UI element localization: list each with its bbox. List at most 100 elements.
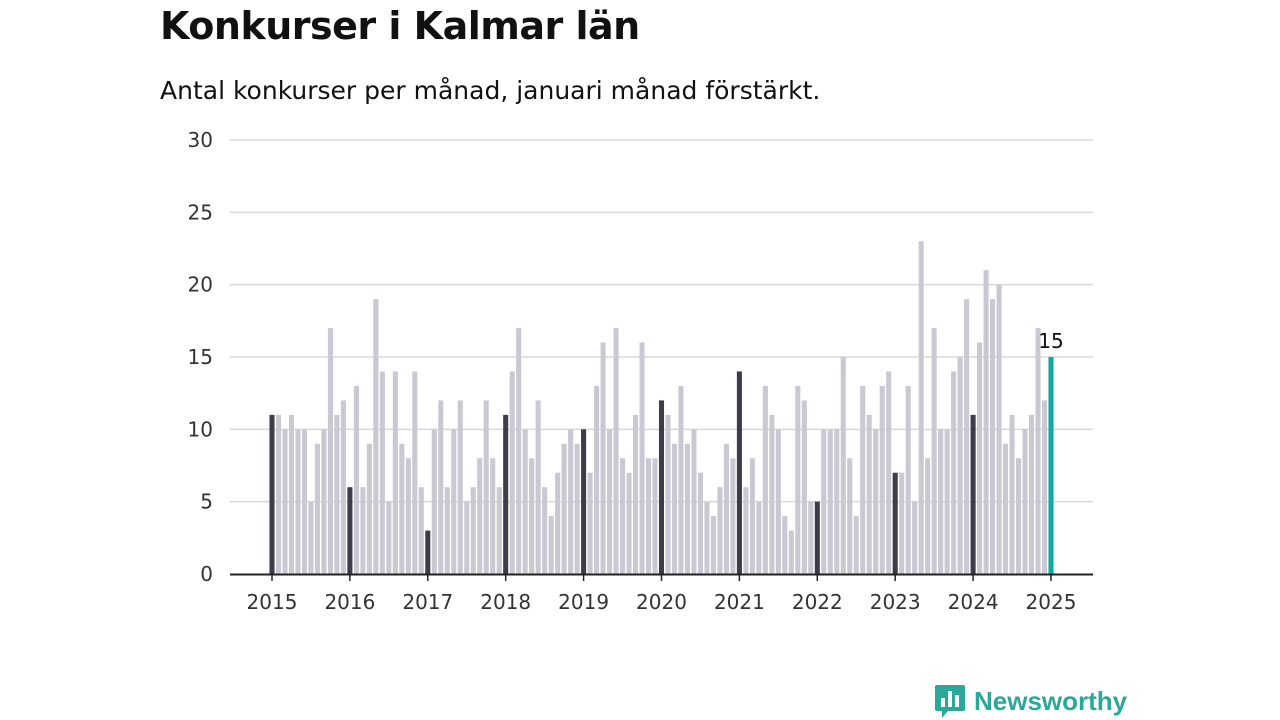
x-tick-label: 2020 — [636, 590, 687, 614]
bar — [925, 458, 931, 574]
bar — [977, 342, 983, 574]
bar — [451, 429, 457, 574]
axes — [230, 573, 1093, 581]
bar-january — [503, 414, 509, 574]
bar — [295, 429, 301, 574]
newsworthy-logo-icon — [935, 685, 965, 718]
bar — [535, 400, 541, 574]
bar — [314, 443, 320, 574]
brand-logo: Newsworthy — [934, 683, 1127, 719]
x-tick-label: 2015 — [247, 590, 298, 614]
highlight-value-label: 15 — [1038, 329, 1063, 353]
bar — [386, 501, 392, 574]
bar — [470, 487, 476, 574]
bar — [938, 429, 944, 574]
bar — [1041, 400, 1048, 574]
chart-subtitle: Antal konkurser per månad, januari månad… — [160, 76, 821, 105]
bar-january — [658, 400, 665, 574]
bar — [840, 357, 846, 574]
bar — [438, 400, 444, 574]
bar — [366, 443, 372, 574]
x-tick-label: 2016 — [324, 590, 375, 614]
bar — [964, 299, 970, 574]
bar — [723, 443, 729, 574]
bar — [568, 429, 574, 574]
bar — [957, 357, 963, 574]
bar — [529, 458, 535, 574]
bar — [873, 429, 879, 574]
bar — [743, 487, 749, 574]
bar — [613, 328, 619, 574]
bar — [483, 400, 489, 574]
y-tick-label: 0 — [200, 562, 213, 586]
bar-january — [814, 501, 820, 574]
y-tick-label: 30 — [188, 128, 213, 152]
x-tick-label: 2019 — [558, 590, 609, 614]
bar — [399, 443, 405, 574]
bar — [353, 385, 359, 574]
bar — [665, 414, 671, 574]
bar — [477, 458, 483, 574]
bar — [444, 487, 450, 574]
bar — [788, 530, 794, 574]
bar — [496, 487, 502, 574]
bar — [866, 414, 872, 574]
bar — [931, 328, 937, 574]
bar — [457, 400, 463, 574]
bar — [886, 371, 892, 574]
bar — [509, 371, 515, 574]
bar — [1028, 414, 1035, 574]
bar — [808, 501, 814, 574]
bar — [392, 371, 398, 574]
bar — [587, 472, 593, 574]
bar — [756, 501, 762, 574]
bar — [918, 241, 924, 574]
bar — [607, 429, 613, 574]
y-tick-label: 10 — [188, 417, 213, 441]
bar — [697, 472, 703, 574]
bar — [340, 400, 346, 574]
bar — [990, 299, 996, 574]
bar — [769, 414, 775, 574]
bar — [626, 472, 632, 574]
bar — [321, 429, 327, 574]
bar — [996, 284, 1002, 574]
bar — [282, 429, 288, 574]
x-tick-label: 2024 — [948, 590, 999, 614]
bar — [412, 371, 418, 574]
bar — [983, 270, 989, 574]
bar — [522, 429, 528, 574]
bar — [678, 385, 684, 574]
bar — [633, 414, 639, 574]
bar — [1003, 443, 1009, 574]
bar — [775, 429, 781, 574]
bar — [360, 487, 366, 574]
bar — [327, 328, 333, 574]
bar — [827, 429, 833, 574]
bar-january — [269, 414, 275, 574]
bar — [431, 429, 437, 574]
chart-title: Konkurser i Kalmar län — [160, 4, 640, 48]
x-tick-label: 2017 — [402, 590, 453, 614]
bar — [717, 487, 723, 574]
x-tick-label: 2025 — [1026, 590, 1077, 614]
y-tick-label: 20 — [188, 273, 213, 297]
bar — [516, 328, 522, 574]
bar — [710, 516, 716, 574]
bar — [334, 414, 340, 574]
bar — [373, 299, 379, 574]
bar — [860, 385, 866, 574]
bar — [951, 371, 957, 574]
bar — [853, 516, 859, 574]
bar — [834, 429, 840, 574]
bar — [944, 429, 950, 574]
bar — [821, 429, 827, 574]
x-tick-label: 2022 — [792, 590, 843, 614]
bar — [542, 487, 548, 574]
bar — [1009, 414, 1015, 574]
y-tick-label: 15 — [188, 345, 213, 369]
bar — [905, 385, 911, 574]
bar — [847, 458, 853, 574]
